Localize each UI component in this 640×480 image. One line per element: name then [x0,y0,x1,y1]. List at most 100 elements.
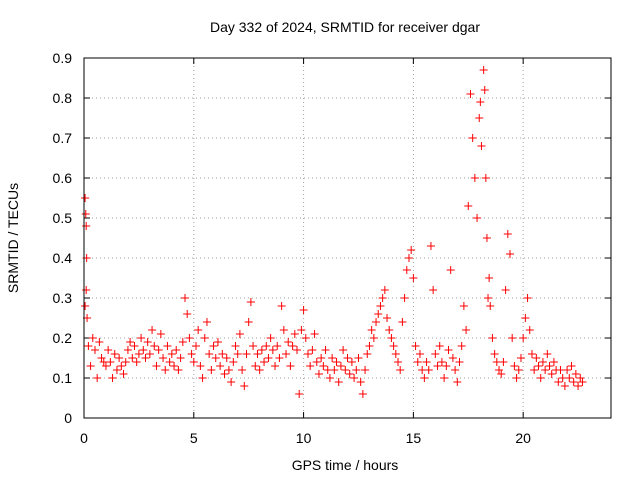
data-point [106,358,115,366]
data-point [273,342,282,350]
data-point [424,366,433,374]
data-point [176,354,185,362]
chart-title: Day 332 of 2024, SRMTID for receiver dga… [210,19,480,35]
data-point [306,362,315,370]
data-point [227,378,236,386]
data-point [387,334,396,342]
data-point [145,350,154,358]
data-point [536,374,545,382]
data-point [288,342,297,350]
data-point [156,330,165,338]
data-point [514,366,523,374]
data-point [380,286,389,294]
data-point [325,374,334,382]
data-point [260,358,269,366]
data-point [90,346,99,354]
data-point [486,302,495,310]
data-point [200,334,209,342]
data-point [181,294,190,302]
data-point [426,242,435,250]
data-point [134,350,143,358]
data-point [543,350,552,358]
data-point [218,350,227,358]
data-point [185,334,194,342]
data-point [154,346,163,354]
data-point [394,358,403,366]
data-point [82,286,91,294]
data-point [516,354,525,362]
x-axis-label: GPS time / hours [292,457,399,473]
data-point [209,342,218,350]
data-point [295,390,304,398]
data-point [143,338,152,346]
y-tick-label: 0.1 [53,370,73,386]
data-point [435,342,444,350]
data-point [448,354,457,362]
data-point [216,362,225,370]
data-point [319,362,328,370]
data-point [202,318,211,326]
data-point [119,370,128,378]
data-point [490,350,499,358]
data-point [268,346,277,354]
data-point [339,346,348,354]
data-point [284,338,293,346]
data-point [446,266,455,274]
data-point [470,174,479,182]
data-point [301,334,310,342]
data-point [519,334,528,342]
data-point [497,370,506,378]
data-point [378,294,387,302]
data-point [409,274,418,282]
data-point [213,338,222,346]
x-tick-label: 5 [190,430,198,446]
data-point [310,330,319,338]
data-point [262,342,271,350]
data-point [576,374,585,382]
data-point [244,318,253,326]
data-point [411,342,420,350]
data-point [534,362,543,370]
data-point [361,366,370,374]
data-point [126,338,135,346]
data-point [389,342,398,350]
data-point [121,358,130,366]
data-point [402,266,411,274]
data-point [385,326,394,334]
data-point [271,362,280,370]
data-point [161,366,170,374]
data-point [372,318,381,326]
data-point [451,366,460,374]
data-point [150,342,159,350]
data-point [374,310,383,318]
y-tick-label: 0.4 [53,250,73,266]
x-tick-label: 20 [515,430,531,446]
grid-lines [84,58,611,418]
data-point [336,362,345,370]
data-point [429,286,438,294]
data-point [437,358,446,366]
data-point [292,346,301,354]
data-point [170,362,179,370]
data-point [363,350,372,358]
data-point [139,346,148,354]
data-point [196,362,205,370]
data-point [501,286,510,294]
data-point [481,174,490,182]
data-point [249,342,258,350]
data-point [415,350,424,358]
data-point [312,358,321,366]
x-tick-label: 0 [80,430,88,446]
data-point [453,378,462,386]
data-point [211,354,220,362]
x-tick-label: 15 [406,430,422,446]
data-point [86,362,95,370]
data-point [391,350,400,358]
data-point [565,374,574,382]
data-point [137,334,146,342]
data-point [286,362,295,370]
data-point [532,354,541,362]
data-point [95,338,104,346]
data-point [97,354,106,362]
y-tick-label: 0.7 [53,130,73,146]
